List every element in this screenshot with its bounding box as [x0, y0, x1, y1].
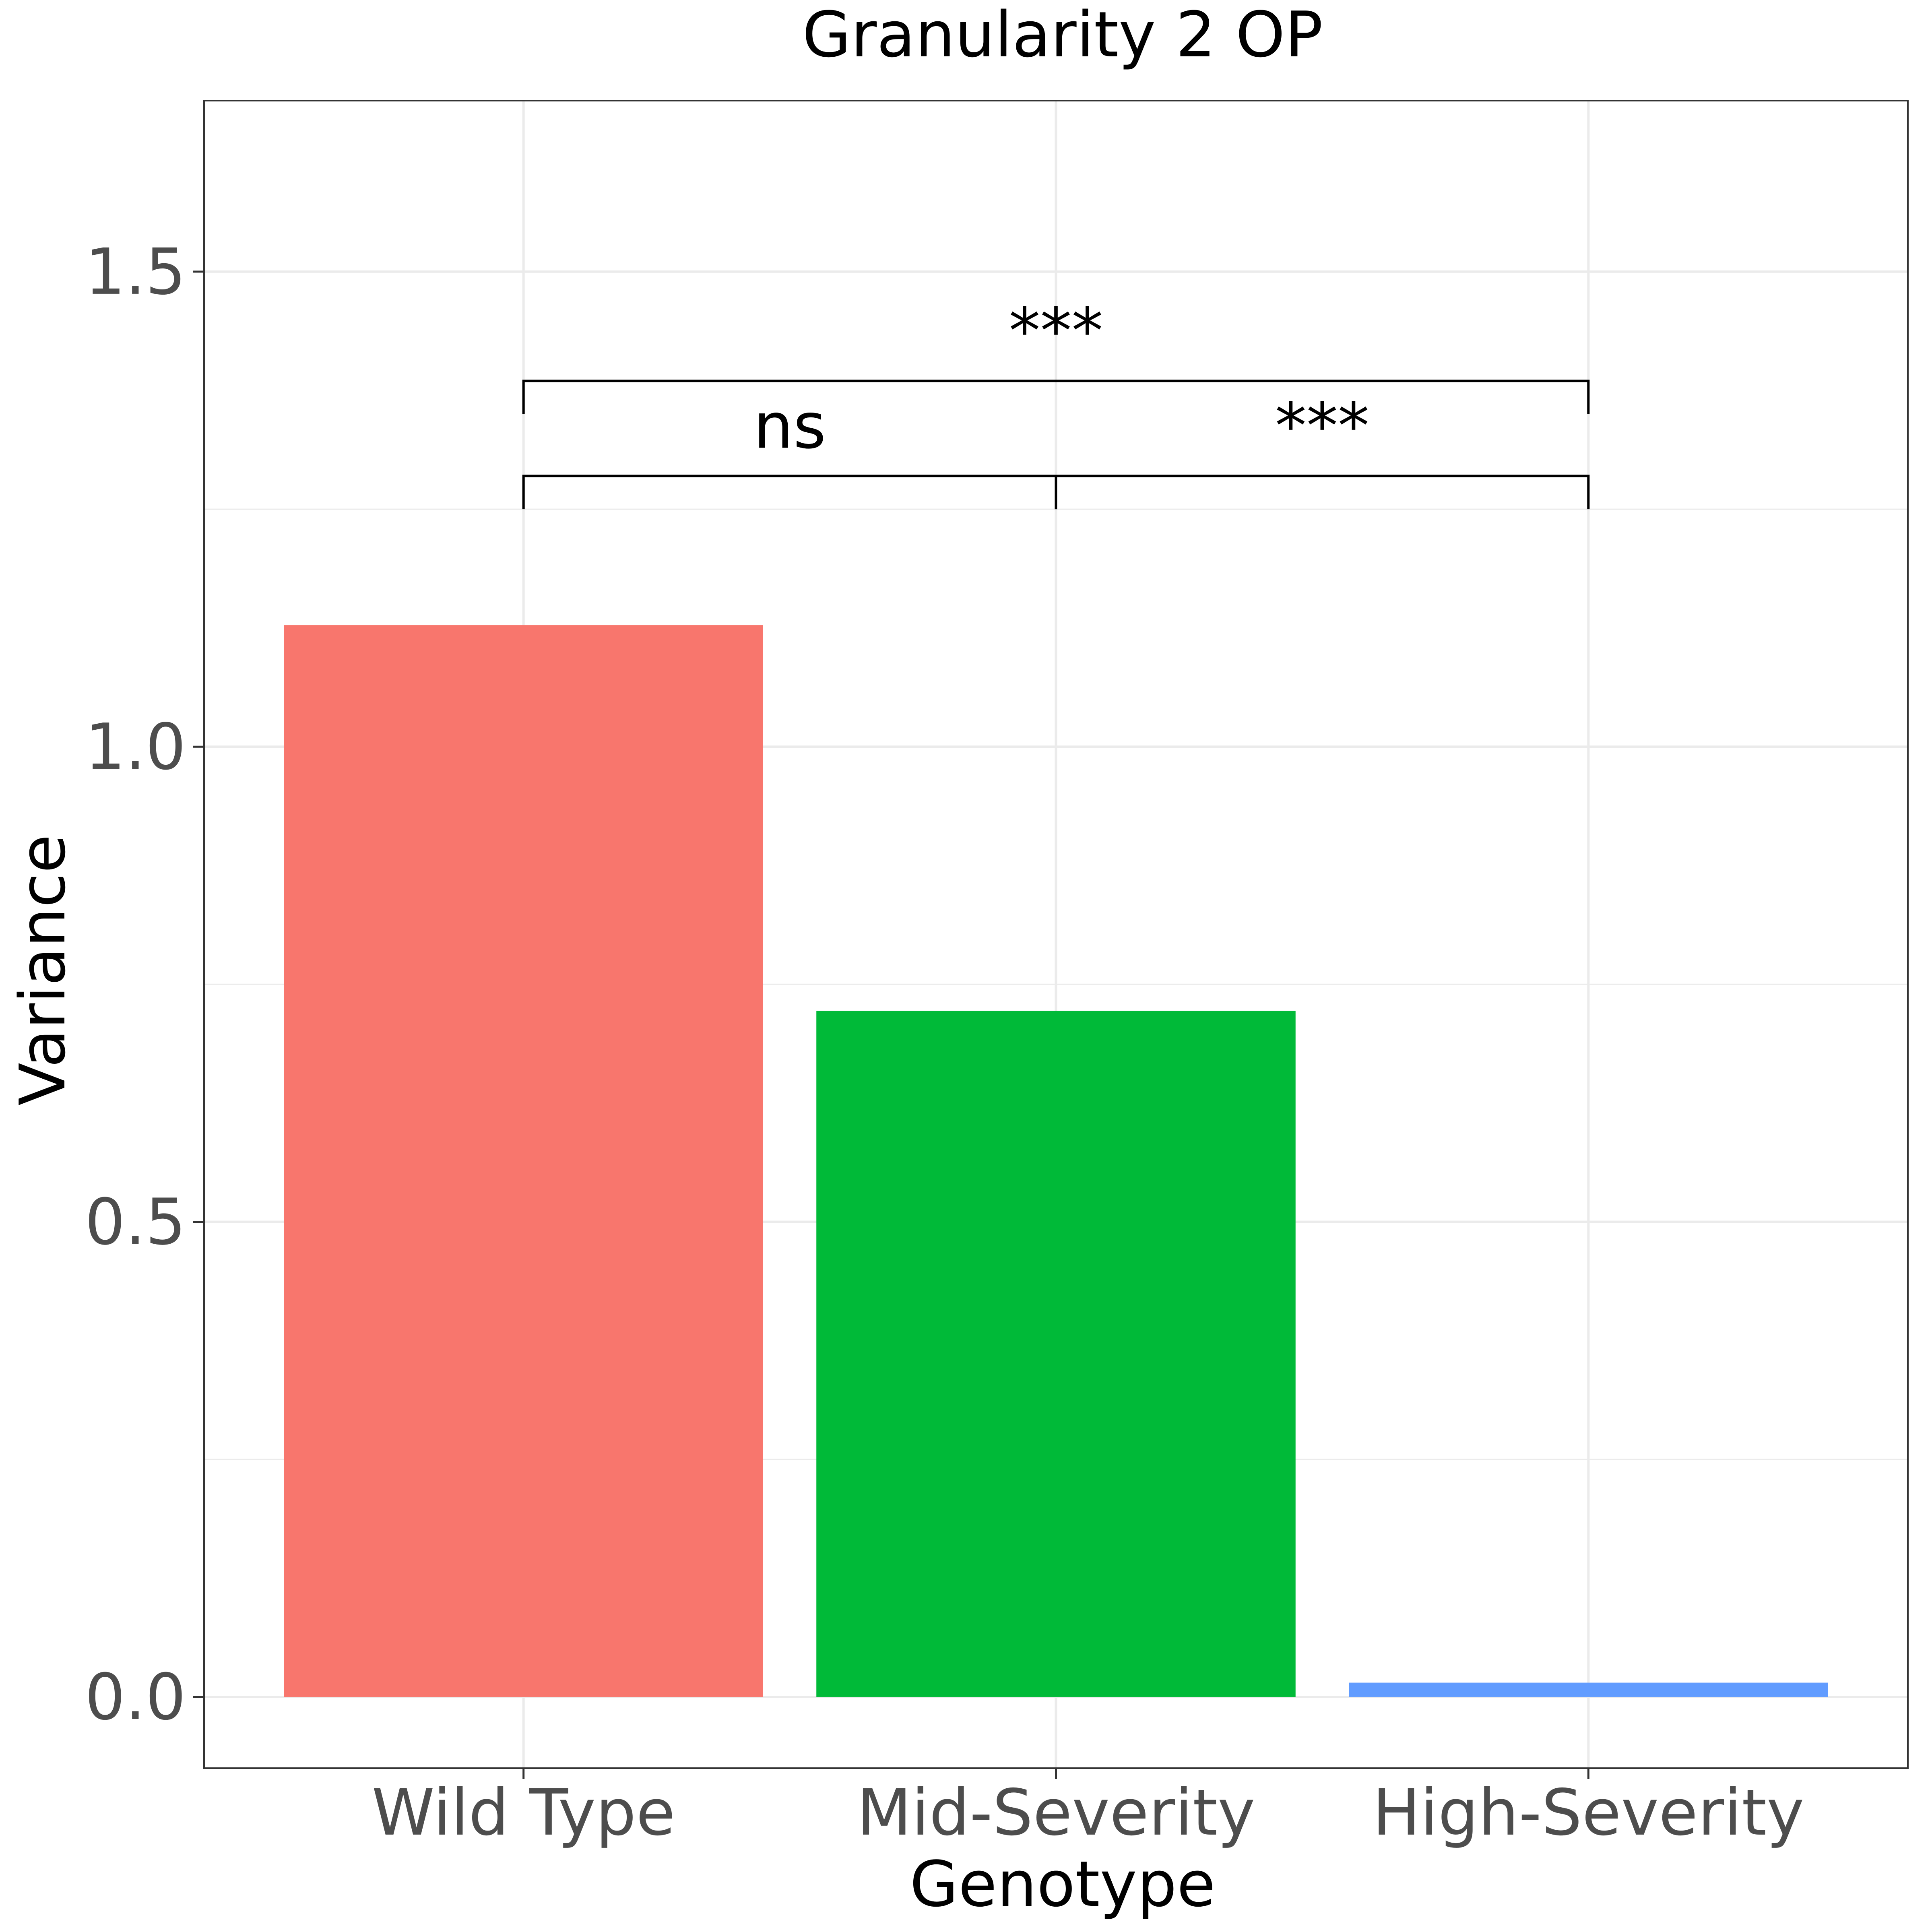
y-tick-label: 1.5 — [85, 235, 186, 309]
y-tick-label: 0.5 — [85, 1185, 186, 1259]
x-axis-label: Genotype — [910, 1847, 1216, 1921]
bar-high-severity — [1349, 1682, 1828, 1697]
bar-mid-severity — [816, 1011, 1296, 1697]
significance-brackets: ns *** *** — [522, 294, 1590, 510]
bar-wild-type — [284, 625, 763, 1697]
x-tick-label: Wild Type — [372, 1776, 675, 1850]
y-axis: 0.0 0.5 1.0 1.5 — [85, 235, 204, 1734]
significance-label: *** — [1275, 389, 1369, 462]
chart-title: Granularity 2 OP — [802, 0, 1323, 71]
x-axis: Wild Type Mid-Severity High-Severity — [372, 1768, 1804, 1850]
y-tick-label: 1.0 — [85, 710, 186, 784]
significance-label: *** — [1009, 294, 1103, 367]
x-tick-label: High-Severity — [1373, 1776, 1804, 1850]
significance-label: ns — [753, 389, 826, 462]
x-tick-label: Mid-Severity — [857, 1776, 1255, 1850]
y-axis-label: Variance — [6, 834, 79, 1106]
significance-bracket — [522, 380, 1590, 415]
significance-bracket — [1055, 475, 1590, 510]
bars — [284, 625, 1828, 1697]
y-tick-label: 0.0 — [85, 1660, 186, 1734]
